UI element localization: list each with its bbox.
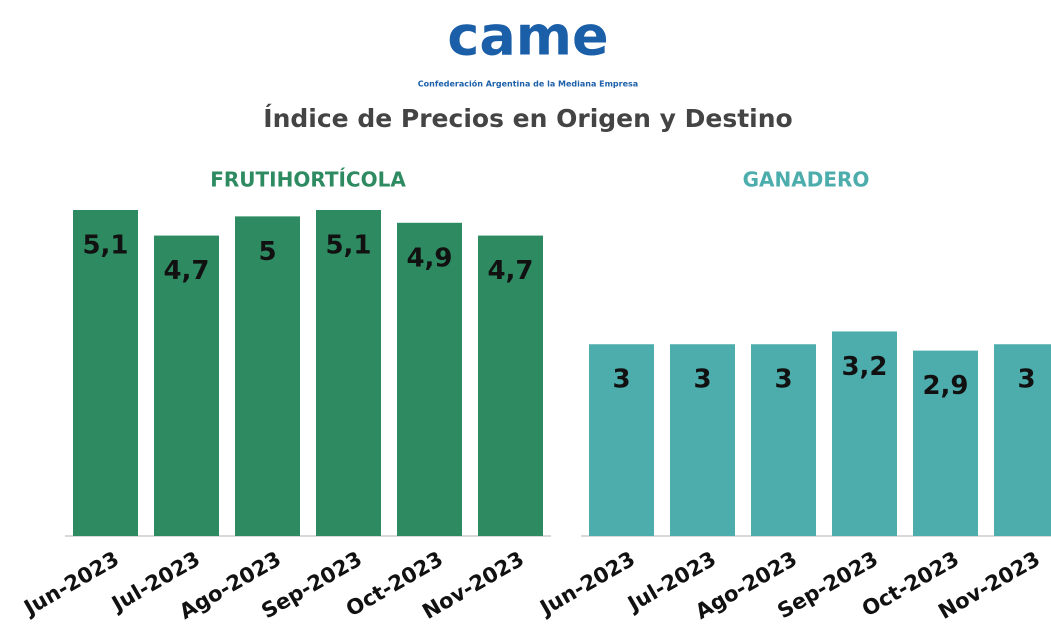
bar bbox=[670, 344, 735, 536]
value-label: 5,1 bbox=[325, 231, 371, 261]
bar bbox=[832, 331, 897, 536]
bar bbox=[913, 350, 978, 536]
x-tick-label: Jun-2023 bbox=[18, 547, 123, 621]
value-label: 3 bbox=[693, 365, 711, 395]
bar bbox=[235, 216, 300, 536]
bar bbox=[73, 210, 138, 536]
logo: came bbox=[447, 5, 608, 68]
value-label: 3 bbox=[612, 365, 630, 395]
value-label: 4,7 bbox=[163, 256, 209, 286]
bar bbox=[994, 344, 1051, 536]
value-label: 3 bbox=[1017, 365, 1035, 395]
value-label: 3 bbox=[774, 365, 792, 395]
bar bbox=[478, 235, 543, 536]
value-label: 3,2 bbox=[841, 352, 887, 382]
value-label: 2,9 bbox=[922, 371, 968, 401]
value-label: 5,1 bbox=[82, 231, 128, 261]
panel-title: GANADERO bbox=[743, 168, 870, 192]
bar bbox=[751, 344, 816, 536]
chart-title: Índice de Precios en Origen y Destino bbox=[263, 104, 792, 133]
value-label: 5 bbox=[258, 237, 276, 267]
value-label: 4,9 bbox=[406, 243, 452, 273]
panel-title: FRUTIHORTÍCOLA bbox=[210, 168, 406, 192]
bar bbox=[316, 210, 381, 536]
bar bbox=[154, 235, 219, 536]
x-tick-label: Jun-2023 bbox=[534, 547, 639, 621]
bar bbox=[397, 222, 462, 537]
value-label: 4,7 bbox=[487, 256, 533, 286]
bar bbox=[589, 344, 654, 536]
logo-subtitle: Confederación Argentina de la Mediana Em… bbox=[418, 79, 638, 89]
